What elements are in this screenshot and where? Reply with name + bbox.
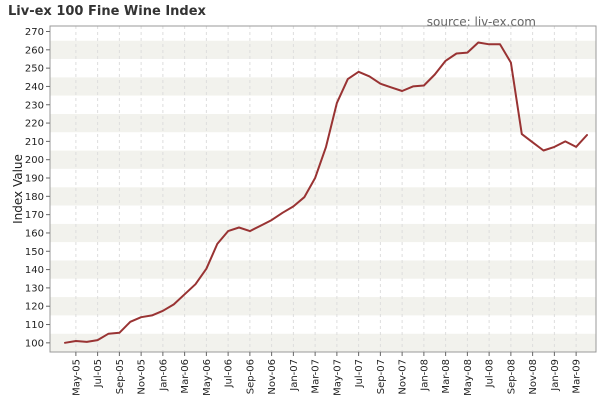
x-tick-label: Sep-06 (245, 359, 256, 394)
x-tick-label: Nov-08 (528, 359, 539, 395)
x-tick-label: Sep-08 (506, 359, 517, 394)
y-tick-label: 120 (25, 302, 44, 313)
band (50, 132, 596, 151)
y-tick-label: 220 (25, 119, 44, 130)
y-tick-label: 270 (25, 27, 44, 38)
y-tick-label: 150 (25, 247, 44, 258)
y-tick-label: 170 (25, 210, 44, 221)
y-tick-label: 240 (25, 82, 44, 93)
band (50, 58, 596, 78)
y-tick-label: 160 (25, 228, 44, 239)
band (50, 113, 596, 133)
band (50, 150, 596, 169)
y-tick-label: 250 (25, 64, 44, 75)
band (50, 26, 596, 41)
x-tick-label: Sep-05 (115, 359, 126, 394)
y-tick-label: 100 (25, 338, 44, 349)
band (50, 223, 596, 243)
band (50, 187, 596, 206)
y-tick-label: 190 (25, 174, 44, 185)
band (50, 95, 596, 114)
band (50, 77, 596, 96)
x-tick-label: Jan-06 (158, 359, 169, 392)
x-tick-label: May-05 (71, 359, 82, 396)
band (50, 333, 596, 352)
x-tick-label: Jan-07 (289, 359, 300, 392)
x-tick-label: Jul-07 (354, 359, 365, 388)
series-line (64, 41, 588, 344)
background-bands (50, 26, 596, 352)
plot-frame (49, 25, 597, 353)
x-axis: May-05 Jul-05 Sep-05 Nov-05 Jan-06 Mar-06 May-… (71, 352, 583, 396)
y-axis: 100 110 120 130 140 150 160 170 180 190 200 210 220 2… (25, 27, 50, 349)
x-tick-label: Jul-08 (485, 359, 496, 388)
band (50, 260, 596, 279)
y-tick-label: 110 (25, 320, 44, 331)
band (50, 278, 596, 298)
x-tick-label: Nov-07 (398, 359, 409, 395)
x-tick-label: May-08 (463, 359, 474, 396)
x-tick-label: Nov-06 (267, 359, 278, 395)
x-tick-label: May-06 (202, 359, 213, 396)
x-tick-label: Jul-06 (224, 359, 235, 388)
x-tick-label: Mar-07 (311, 359, 322, 394)
band (50, 297, 596, 316)
y-tick-label: 210 (25, 137, 44, 148)
y-axis-label: Index Value (11, 154, 25, 224)
x-tick-label: Mar-09 (572, 359, 583, 394)
x-tick-label: Mar-06 (180, 359, 191, 394)
series-layer (64, 41, 588, 344)
band (50, 242, 596, 261)
x-tick-label: Jul-05 (93, 359, 104, 388)
x-tick-label: May-07 (332, 359, 343, 396)
y-tick-label: 140 (25, 265, 44, 276)
x-tick-label: Jan-08 (419, 359, 430, 392)
band (50, 40, 596, 59)
band (50, 168, 596, 188)
band (50, 315, 596, 334)
x-tick-label: Nov-05 (137, 359, 148, 395)
y-tick-label: 200 (25, 155, 44, 166)
y-tick-label: 260 (25, 45, 44, 56)
x-tick-label: Sep-07 (376, 359, 387, 394)
x-tick-label: Mar-08 (441, 359, 452, 394)
chart-title: Liv-ex 100 Fine Wine Index (8, 4, 207, 19)
gridlines (75, 26, 577, 352)
band (50, 205, 596, 224)
x-tick-label: Jan-09 (550, 359, 561, 392)
y-tick-label: 180 (25, 192, 44, 203)
y-tick-label: 230 (25, 100, 44, 111)
y-tick-label: 130 (25, 283, 44, 294)
